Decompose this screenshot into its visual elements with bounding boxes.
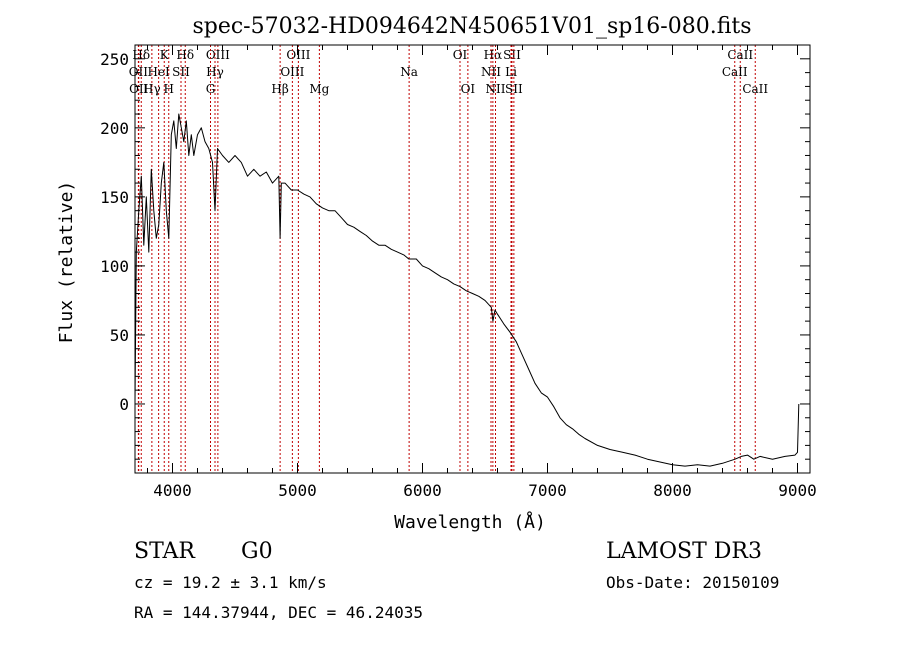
y-tick-label: 150 (100, 188, 129, 207)
x-tick-label: 7000 (528, 481, 567, 500)
line-label: OII (129, 82, 149, 96)
chart-title: spec-57032-HD094642N450651V01_sp16-080.f… (192, 14, 751, 39)
line-label: SII (505, 82, 523, 96)
x-tick-label: 4000 (153, 481, 192, 500)
line-label: CaII (727, 48, 753, 62)
line-label: Hγ (143, 82, 161, 96)
x-tick-label: 5000 (278, 481, 317, 500)
line-label: NII (486, 82, 506, 96)
x-axis-label: Wavelength (Å) (394, 511, 546, 533)
redshift-velocity: cz = 19.2 ± 3.1 km/s (134, 573, 327, 592)
line-label: K (160, 48, 170, 62)
y-tick-label: 100 (100, 257, 129, 276)
y-tick-label: 50 (110, 326, 129, 345)
x-tick-label: 9000 (778, 481, 817, 500)
line-label: OII (129, 65, 149, 79)
line-label: G (206, 82, 216, 96)
line-label: Hβ (271, 82, 288, 96)
line-label: SII (503, 48, 521, 62)
line-label: Li (505, 65, 517, 79)
line-label: Hα (484, 48, 503, 62)
spectrum-series-line (134, 113, 800, 467)
line-label: Hδ (176, 48, 194, 62)
line-label: Hγ (206, 65, 224, 79)
line-label: H (164, 82, 174, 96)
line-label: CaII (742, 82, 768, 96)
line-label: CaII (722, 65, 748, 79)
object-subclass: G0 (241, 539, 273, 564)
line-label: Mg (309, 82, 329, 96)
y-tick-label: 0 (119, 395, 129, 414)
observation-date: Obs-Date: 20150109 (606, 573, 780, 592)
line-label: OIII (286, 48, 310, 62)
line-label: OIII (280, 65, 304, 79)
x-tick-label: 8000 (653, 481, 692, 500)
y-tick-label: 200 (100, 119, 129, 138)
line-label: SII (172, 65, 190, 79)
line-label: Na (400, 65, 418, 79)
line-label: NII (481, 65, 501, 79)
line-label: OIII (206, 48, 230, 62)
coordinates: RA = 144.37944, DEC = 46.24035 (134, 603, 423, 622)
plot-frame (134, 44, 811, 474)
line-label: OI (461, 82, 476, 96)
survey-name: LAMOST DR3 (606, 539, 762, 564)
x-tick-label: 6000 (403, 481, 442, 500)
line-label: HeI (147, 65, 170, 79)
line-label: OI (453, 48, 468, 62)
y-axis-label: Flux (relative) (56, 181, 77, 344)
y-tick-label: 250 (100, 50, 129, 69)
object-class: STAR (134, 539, 195, 564)
